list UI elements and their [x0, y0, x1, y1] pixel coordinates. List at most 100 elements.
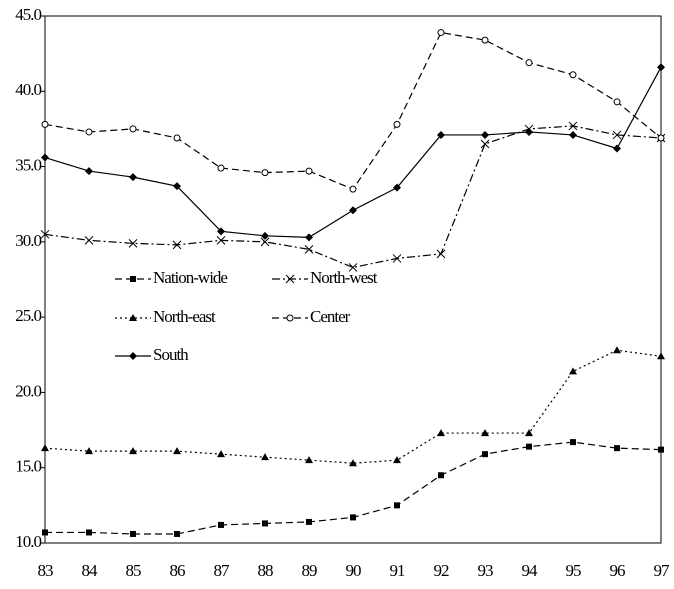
- y-tick-label: 45.0: [15, 5, 41, 24]
- legend-label: Nation-wide: [153, 268, 227, 287]
- data-point: [174, 530, 180, 537]
- data-point: [173, 447, 181, 455]
- x-tick-label: 90: [346, 561, 362, 580]
- data-point: [40, 229, 50, 239]
- y-tick-label: 10.0: [15, 532, 41, 551]
- data-point: [261, 169, 269, 177]
- data-point: [350, 514, 356, 521]
- data-point: [438, 472, 444, 479]
- data-point: [526, 443, 532, 450]
- data-point: [525, 59, 533, 67]
- data-point: [569, 130, 577, 139]
- data-point: [349, 459, 357, 467]
- y-tick-label: 20.0: [15, 381, 41, 400]
- y-tick-label: 30.0: [15, 231, 41, 250]
- legend-label: Center: [310, 307, 351, 326]
- x-tick-label: 92: [434, 561, 450, 580]
- data-point: [262, 520, 268, 527]
- data-point: [657, 63, 665, 72]
- data-point: [218, 521, 224, 528]
- data-point: [85, 167, 93, 176]
- data-point: [393, 183, 401, 192]
- data-point: [42, 529, 48, 536]
- data-point: [482, 451, 488, 458]
- data-point: [128, 239, 138, 248]
- data-point: [569, 71, 577, 79]
- data-point: [481, 130, 489, 139]
- data-point: [305, 233, 313, 242]
- data-point: [84, 235, 94, 245]
- legend-label: South: [153, 345, 189, 364]
- data-point: [394, 502, 400, 509]
- data-point: [86, 529, 92, 536]
- data-point: [480, 139, 490, 149]
- data-point: [173, 134, 181, 142]
- x-tick-label: 97: [654, 561, 671, 580]
- data-point: [658, 446, 664, 453]
- data-point: [216, 235, 226, 245]
- data-point: [481, 36, 489, 44]
- legend-marker: [130, 276, 136, 282]
- y-tick-label: 15.0: [15, 457, 41, 476]
- data-point: [657, 134, 665, 142]
- data-point: [217, 450, 225, 458]
- data-point: [437, 130, 445, 139]
- legend-marker: [129, 314, 137, 321]
- data-point: [130, 530, 136, 537]
- x-tick-label: 86: [170, 561, 186, 580]
- x-tick-label: 85: [126, 561, 142, 580]
- data-point: [568, 121, 578, 131]
- x-tick-label: 88: [258, 561, 274, 580]
- x-tick-label: 83: [38, 561, 54, 580]
- data-point: [305, 456, 313, 464]
- x-tick-label: 96: [610, 561, 626, 580]
- data-point: [393, 456, 401, 464]
- series-line: [44, 349, 662, 464]
- data-point: [41, 120, 49, 128]
- legend-marker: [286, 314, 294, 322]
- data-point: [570, 439, 576, 446]
- data-point: [85, 128, 93, 136]
- data-point: [41, 444, 49, 452]
- x-tick-label: 93: [478, 561, 494, 580]
- data-point: [129, 173, 137, 182]
- data-point: [393, 120, 401, 128]
- y-tick-label: 35.0: [15, 155, 41, 174]
- data-point: [172, 240, 182, 250]
- data-point: [437, 429, 445, 437]
- data-point: [525, 127, 533, 136]
- data-point: [305, 167, 313, 175]
- data-point: [217, 227, 225, 236]
- data-point: [348, 263, 358, 272]
- data-point: [612, 130, 622, 140]
- data-point: [613, 98, 621, 106]
- series-line: [44, 125, 662, 269]
- x-tick-label: 94: [522, 561, 539, 580]
- data-point: [129, 125, 137, 133]
- data-point: [349, 185, 357, 193]
- data-point: [261, 453, 269, 461]
- data-point: [85, 447, 93, 455]
- y-tick-label: 40.0: [15, 80, 41, 99]
- x-tick-label: 89: [302, 561, 318, 580]
- data-point: [525, 429, 533, 437]
- data-point: [481, 429, 489, 437]
- data-point: [304, 245, 314, 254]
- data-point: [613, 346, 621, 354]
- data-point: [392, 254, 402, 263]
- data-point: [41, 153, 49, 162]
- data-point: [173, 182, 181, 191]
- data-point: [349, 206, 357, 215]
- data-point: [261, 231, 269, 240]
- data-point: [129, 447, 137, 455]
- plot-frame: [44, 15, 662, 544]
- legend-marker: [285, 274, 295, 284]
- y-tick-label: 25.0: [15, 306, 41, 325]
- series-line: [44, 31, 662, 190]
- data-point: [437, 29, 445, 37]
- legend-marker: [129, 352, 137, 360]
- data-point: [306, 518, 312, 525]
- data-point: [613, 144, 621, 153]
- legend-label: North-east: [153, 307, 216, 326]
